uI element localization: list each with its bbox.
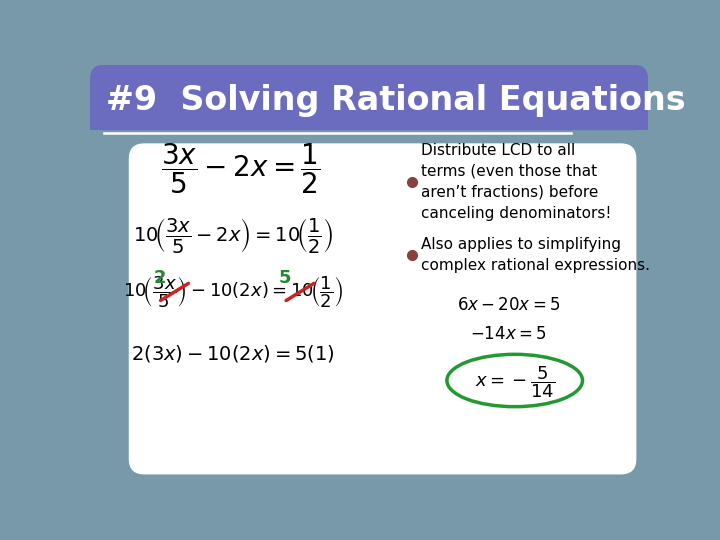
Text: #9  Solving Rational Equations: #9 Solving Rational Equations — [106, 84, 685, 117]
FancyBboxPatch shape — [90, 65, 648, 130]
Text: Also applies to simplifying
complex rational expressions.: Also applies to simplifying complex rati… — [421, 237, 650, 273]
FancyBboxPatch shape — [129, 143, 636, 475]
Text: $\dfrac{3x}{5} - 2x = \dfrac{1}{2}$: $\dfrac{3x}{5} - 2x = \dfrac{1}{2}$ — [161, 141, 321, 196]
Text: Distribute LCD to all
terms (even those that
aren’t fractions) before
canceling : Distribute LCD to all terms (even those … — [421, 143, 611, 221]
Text: $2(3x)-10(2x)= 5(1)$: $2(3x)-10(2x)= 5(1)$ — [132, 343, 336, 364]
Text: 2: 2 — [153, 269, 166, 287]
Text: $x = -\dfrac{5}{14}$: $x = -\dfrac{5}{14}$ — [474, 364, 555, 400]
Text: $6x - 20x = 5$: $6x - 20x = 5$ — [457, 296, 560, 314]
Text: $10\!\left(\dfrac{3x}{5}\right) - 10(2x) = 10\!\left(\dfrac{1}{2}\right)$: $10\!\left(\dfrac{3x}{5}\right) - 10(2x)… — [123, 274, 343, 310]
Text: 5: 5 — [279, 269, 292, 287]
Bar — [90, 99, 648, 130]
Text: $-14x = 5$: $-14x = 5$ — [470, 325, 546, 343]
FancyBboxPatch shape — [96, 70, 642, 477]
Text: $10\!\left(\dfrac{3x}{5} - 2x\right) = 10\!\left(\dfrac{1}{2}\right)$: $10\!\left(\dfrac{3x}{5} - 2x\right) = 1… — [133, 216, 333, 255]
